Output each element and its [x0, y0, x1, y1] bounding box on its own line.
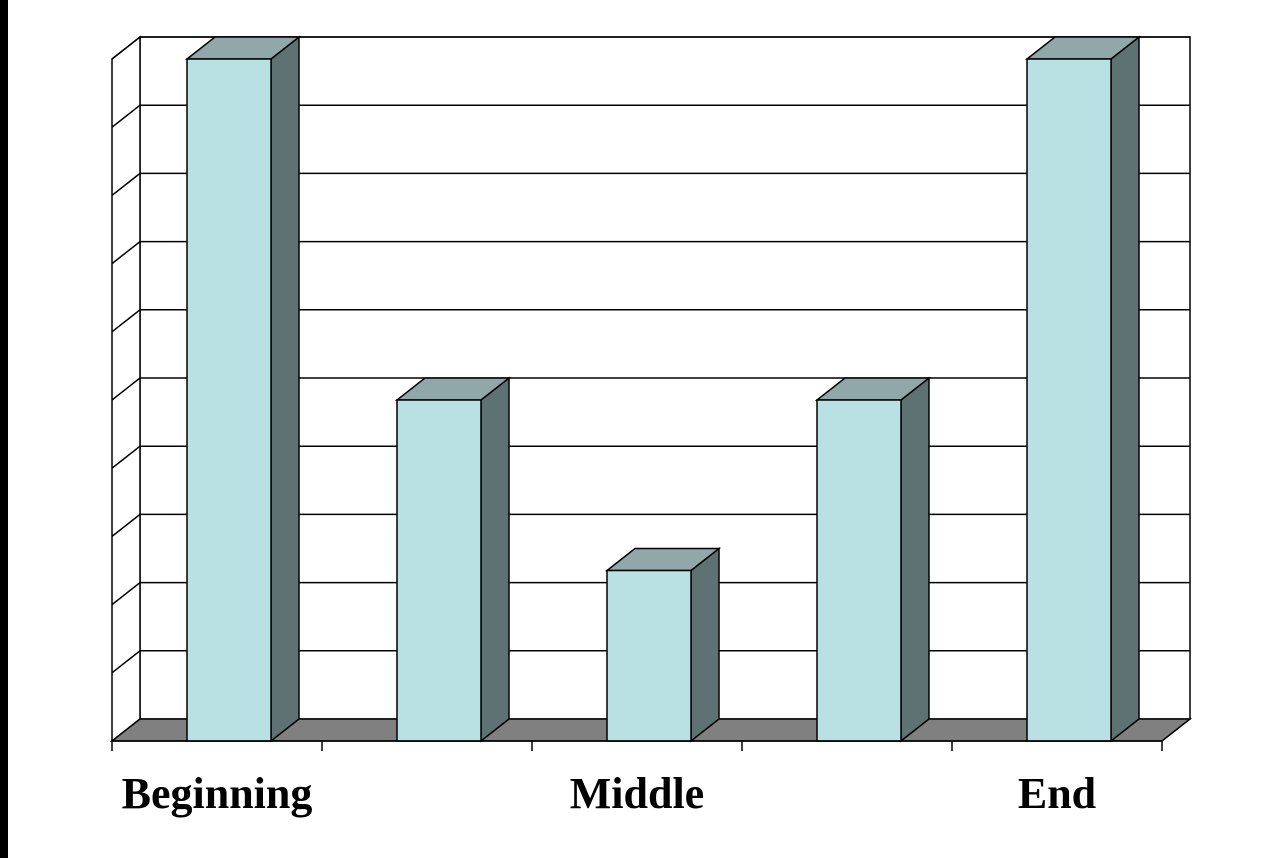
- bar: [394, 376, 512, 743]
- gridline-side: [111, 104, 141, 128]
- x-axis: [111, 740, 1163, 751]
- gridline-side: [111, 377, 141, 401]
- bar-front: [396, 399, 482, 742]
- bar-side: [480, 376, 510, 743]
- bar-chart: Beginning Middle End: [109, 35, 1193, 818]
- gridline-side: [111, 36, 141, 60]
- bar-side: [1110, 35, 1140, 743]
- gridline-side: [111, 309, 141, 333]
- bar: [604, 546, 722, 743]
- bars: [184, 35, 1142, 743]
- bar-side: [900, 376, 930, 743]
- gridline-side: [111, 445, 141, 469]
- gridline-side: [111, 650, 141, 674]
- x-tick-label: End: [1018, 769, 1096, 818]
- bar-front: [1026, 58, 1112, 742]
- gridline-side: [111, 513, 141, 537]
- gridline-side: [111, 172, 141, 196]
- bar: [814, 376, 932, 743]
- bar: [1024, 35, 1142, 743]
- bar-front: [606, 569, 692, 742]
- bar-front: [186, 58, 272, 742]
- x-tick-label: Beginning: [122, 769, 313, 818]
- bar: [184, 35, 302, 743]
- bar-side: [270, 35, 300, 743]
- chart-canvas: Beginning Middle End: [8, 0, 1272, 858]
- bar-side: [690, 546, 720, 743]
- bar-front: [816, 399, 902, 742]
- y-gridlines: [111, 36, 1190, 674]
- gridline-side: [111, 241, 141, 265]
- x-tick-labels: Beginning Middle End: [122, 769, 1097, 818]
- gridline-side: [111, 582, 141, 606]
- x-tick-label: Middle: [570, 769, 704, 818]
